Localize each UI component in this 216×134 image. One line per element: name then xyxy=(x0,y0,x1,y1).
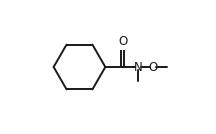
Text: O: O xyxy=(118,35,127,48)
Text: O: O xyxy=(148,60,158,74)
Text: N: N xyxy=(133,60,142,74)
